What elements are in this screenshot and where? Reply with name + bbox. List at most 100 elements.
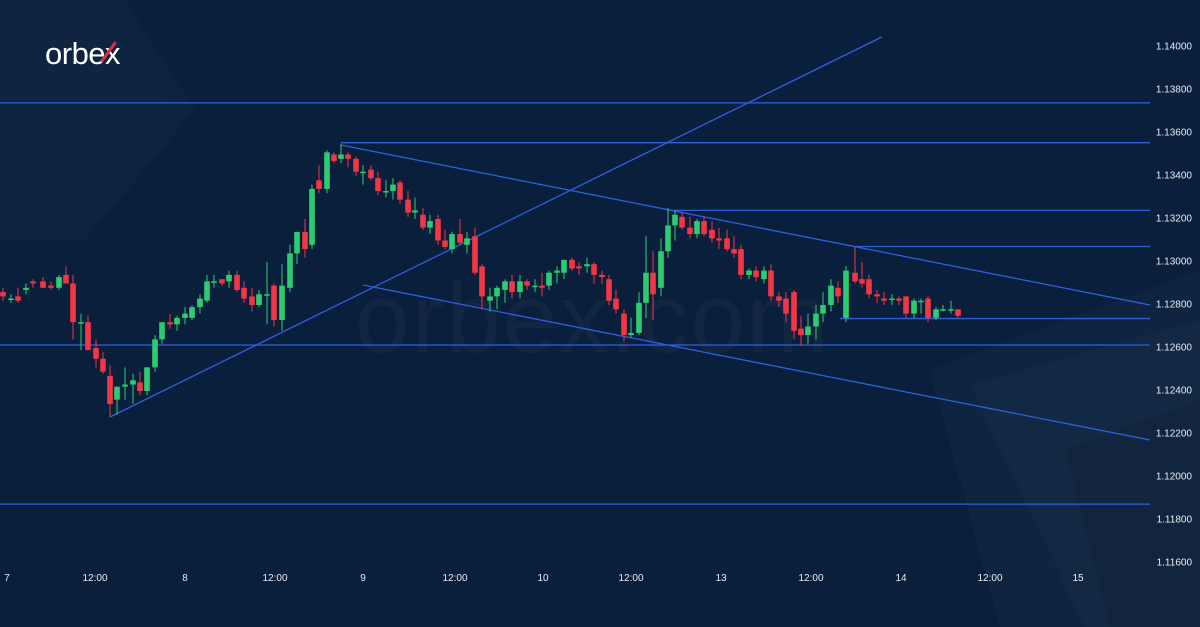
bearish-candle (435, 214, 441, 245)
bearish-candle (621, 309, 627, 342)
bearish-candle (509, 274, 515, 299)
bearish-candle (881, 292, 887, 305)
bullish-candle (78, 313, 84, 351)
bearish-candle (405, 191, 411, 217)
bullish-candle (948, 300, 954, 314)
bullish-candle (23, 283, 29, 295)
bullish-candle (226, 270, 232, 288)
price-tick-label: 1.13200 (1155, 213, 1192, 225)
price-tick-label: 1.12400 (1155, 385, 1192, 397)
time-tick-label: 10 (537, 573, 549, 584)
price-tick-label: 1.13000 (1155, 256, 1192, 268)
bullish-candle (694, 219, 700, 239)
bullish-candle (182, 307, 188, 325)
price-tick-label: 1.13800 (1155, 84, 1192, 96)
bullish-candle (256, 289, 262, 308)
bearish-candle (955, 309, 961, 318)
drawn-lines (0, 36, 1151, 505)
bearish-candle (442, 229, 448, 250)
bullish-candle (294, 231, 300, 265)
bullish-candle (324, 150, 330, 194)
bearish-candle (768, 264, 774, 301)
time-tick-label: 9 (360, 573, 366, 584)
bearish-candle (100, 352, 106, 374)
time-tick-label: 12:00 (977, 573, 1003, 584)
bullish-candle (517, 274, 523, 299)
price-tick-label: 1.12600 (1155, 342, 1192, 354)
bearish-candle (738, 244, 744, 280)
bearish-candle (345, 152, 351, 168)
rising-trendline-line (109, 36, 883, 418)
price-tick-label: 1.14000 (1155, 41, 1192, 53)
bullish-candle (554, 266, 560, 284)
bearish-candle (15, 287, 21, 303)
bullish-candle (502, 279, 508, 303)
bearish-candle (93, 339, 99, 368)
bullish-candle (159, 322, 165, 344)
time-tick-label: 7 (4, 573, 10, 584)
price-tick-label: 1.12800 (1155, 299, 1192, 311)
bullish-candle (761, 266, 767, 284)
bullish-candle (746, 268, 752, 280)
bearish-candle (753, 266, 759, 282)
time-tick-label: 12:00 (618, 573, 644, 584)
bullish-candle (918, 298, 924, 314)
bearish-candle (687, 216, 693, 239)
bearish-candle (0, 287, 6, 301)
bearish-candle (457, 219, 463, 245)
bullish-candle (360, 165, 366, 185)
logo-text: orbe (45, 36, 106, 71)
bearish-candle (599, 270, 605, 284)
bullish-candle (114, 386, 120, 415)
time-tick-label: 13 (715, 573, 727, 584)
bullish-candle (636, 292, 642, 336)
logo-x: x (100, 36, 121, 71)
bullish-candle (197, 294, 203, 314)
price-tick-label: 1.13600 (1155, 127, 1192, 139)
bearish-candle (331, 152, 337, 164)
bearish-candle (167, 313, 173, 329)
bearish-candle (874, 289, 880, 303)
price-tick-label: 1.12000 (1155, 471, 1192, 483)
bearish-candle (591, 262, 597, 284)
time-tick-label: 12:00 (798, 573, 824, 584)
bearish-candle (606, 274, 612, 305)
channel-upper-line (340, 144, 1151, 306)
bullish-candle (427, 214, 433, 235)
bullish-candle (561, 259, 567, 280)
bullish-candle (56, 274, 62, 290)
bearish-candle (271, 283, 277, 327)
orbex-logo: orbex (45, 36, 121, 72)
candles (0, 143, 961, 417)
bullish-candle (911, 298, 917, 318)
bearish-candle (375, 171, 381, 196)
bullish-candle (940, 305, 946, 312)
bearish-candle (479, 264, 485, 310)
bearish-candle (85, 315, 91, 351)
price-tick-label: 1.11800 (1156, 514, 1192, 526)
bearish-candle (791, 289, 797, 340)
bearish-candle (866, 274, 872, 299)
bullish-candle (546, 270, 552, 290)
bullish-candle (643, 236, 649, 318)
bearish-candle (783, 292, 789, 323)
bullish-candle (287, 244, 293, 293)
bullish-candle (309, 184, 315, 250)
bearish-candle (316, 165, 322, 194)
bearish-candle (472, 227, 478, 275)
bearish-candle (353, 156, 359, 176)
bullish-candle (338, 143, 344, 164)
bearish-candle (798, 315, 804, 346)
bullish-candle (889, 294, 895, 305)
bearish-candle (219, 279, 225, 286)
bearish-candle (234, 270, 240, 293)
bullish-candle (264, 262, 270, 325)
bullish-candle (130, 373, 136, 404)
bullish-candle (584, 257, 590, 273)
bearish-candle (302, 219, 308, 258)
bullish-candle (665, 208, 671, 258)
bullish-candle (122, 367, 128, 400)
bullish-candle (628, 317, 634, 338)
